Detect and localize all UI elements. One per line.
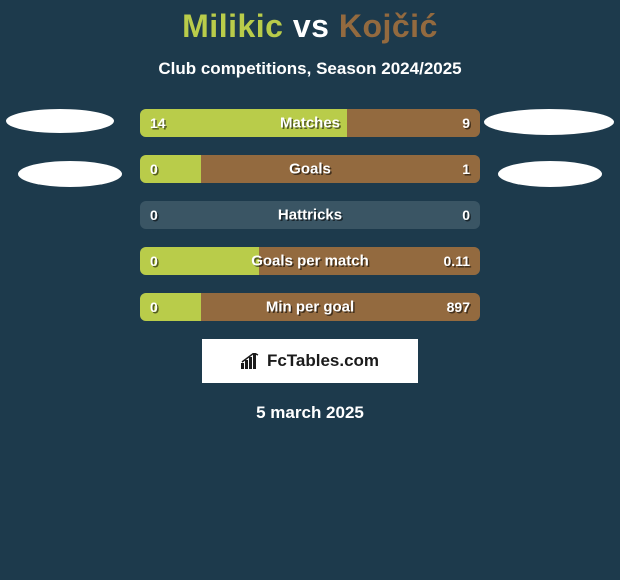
stat-value-left: 0 <box>150 299 158 315</box>
stat-value-right: 1 <box>462 161 470 177</box>
stat-row: 0 0 Hattricks <box>140 201 480 229</box>
stat-value-right: 0.11 <box>444 253 470 269</box>
title: Milikic vs Kojčić <box>0 0 620 45</box>
decor-ellipse-right-2 <box>498 161 602 187</box>
decor-ellipse-left-2 <box>18 161 122 187</box>
player2-name: Kojčić <box>339 8 438 44</box>
decor-ellipse-left-1 <box>6 109 114 133</box>
stat-value-left: 14 <box>150 115 166 131</box>
date-label: 5 march 2025 <box>0 403 620 423</box>
stat-value-left: 0 <box>150 161 158 177</box>
vs-label: vs <box>293 8 330 44</box>
stat-label: Goals <box>289 161 331 178</box>
chart-icon <box>241 353 261 369</box>
stat-label: Matches <box>280 115 340 132</box>
player1-name: Milikic <box>182 8 283 44</box>
stat-label: Goals per match <box>251 253 369 270</box>
brand-text: FcTables.com <box>267 351 379 371</box>
stat-row: 14 9 Matches <box>140 109 480 137</box>
stat-value-right: 9 <box>462 115 470 131</box>
stat-label: Min per goal <box>266 299 354 316</box>
stat-row: 0 897 Min per goal <box>140 293 480 321</box>
subtitle: Club competitions, Season 2024/2025 <box>0 59 620 79</box>
stat-rows: 14 9 Matches 0 1 Goals 0 0 Hattricks 0 0.11 Goals p… <box>140 109 480 321</box>
stat-value-left: 0 <box>150 253 158 269</box>
stat-value-right: 0 <box>462 207 470 223</box>
stat-value-left: 0 <box>150 207 158 223</box>
brand-badge: FcTables.com <box>202 339 418 383</box>
stat-label: Hattricks <box>278 207 342 224</box>
stat-row: 0 1 Goals <box>140 155 480 183</box>
stat-fill-right <box>347 109 480 137</box>
stat-value-right: 897 <box>447 299 470 315</box>
content-area: 14 9 Matches 0 1 Goals 0 0 Hattricks 0 0.11 Goals p… <box>0 109 620 423</box>
decor-ellipse-right-1 <box>484 109 614 135</box>
comparison-card: Milikic vs Kojčić Club competitions, Sea… <box>0 0 620 580</box>
stat-fill-right <box>201 155 480 183</box>
stat-row: 0 0.11 Goals per match <box>140 247 480 275</box>
